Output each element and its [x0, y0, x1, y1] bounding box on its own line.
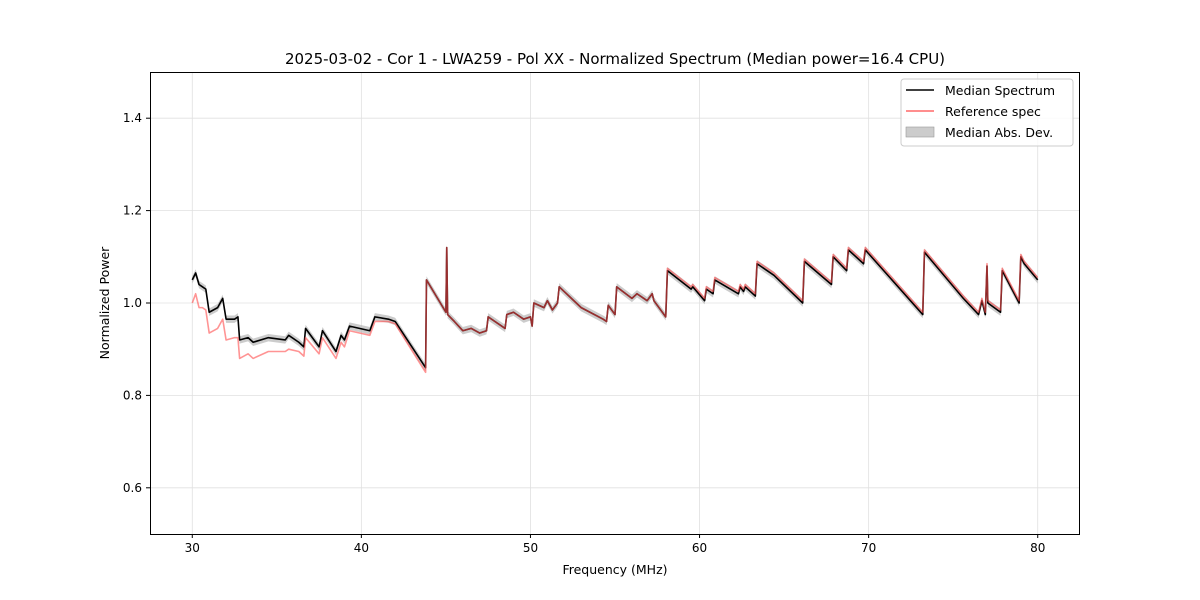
x-tick-label: 40 [354, 541, 369, 555]
reference-spectrum-line [191, 246, 1039, 374]
y-tick-label: 1.2 [123, 204, 142, 218]
legend-mad-label: Median Abs. Dev. [945, 125, 1053, 140]
legend-mad-swatch [905, 126, 935, 138]
y-tick-label: 0.6 [123, 481, 142, 495]
plot-marks [191, 243, 1039, 374]
x-tick-label: 50 [523, 541, 538, 555]
y-axis-label: Normalized Power [97, 246, 112, 360]
y-tick-label: 1.0 [123, 296, 142, 310]
x-tick-label: 70 [861, 541, 876, 555]
x-tick-label: 80 [1030, 541, 1045, 555]
plot-frame [150, 72, 1080, 535]
legend-box [900, 78, 1074, 147]
legend-reference-label: Reference spec [945, 104, 1041, 119]
x-axis-label: Frequency (MHz) [562, 562, 667, 577]
x-tick-label: 30 [185, 541, 200, 555]
chart-title: 2025-03-02 - Cor 1 - LWA259 - Pol XX - N… [285, 50, 945, 68]
x-tick-label: 60 [692, 541, 707, 555]
y-tick-label: 1.4 [123, 111, 142, 125]
axis-ticks: 30 40 50 60 70 80 0.6 0.8 1.0 1.2 1.4 [123, 111, 1045, 555]
y-tick-label: 0.8 [123, 388, 142, 402]
legend-median-label: Median Spectrum [945, 83, 1055, 98]
legend: Median Spectrum Reference spec Median Ab… [900, 78, 1074, 147]
